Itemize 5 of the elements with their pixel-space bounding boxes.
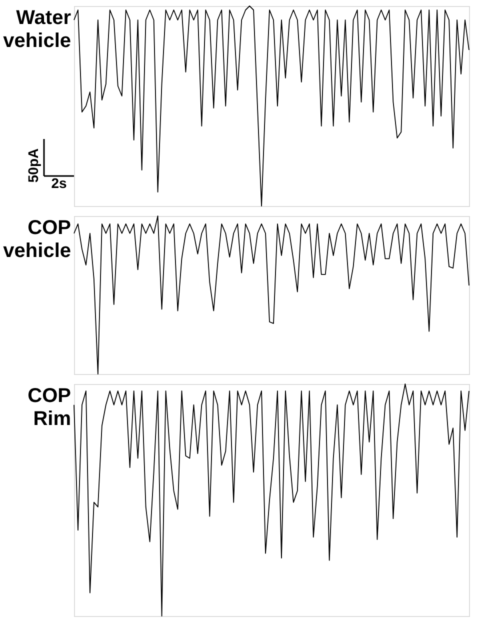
text: 50pA xyxy=(25,148,41,183)
text: 2s xyxy=(51,175,67,191)
text: Water vehicle xyxy=(3,7,72,52)
text: COP vehicle xyxy=(3,217,71,262)
text: COP Rim xyxy=(28,385,71,430)
